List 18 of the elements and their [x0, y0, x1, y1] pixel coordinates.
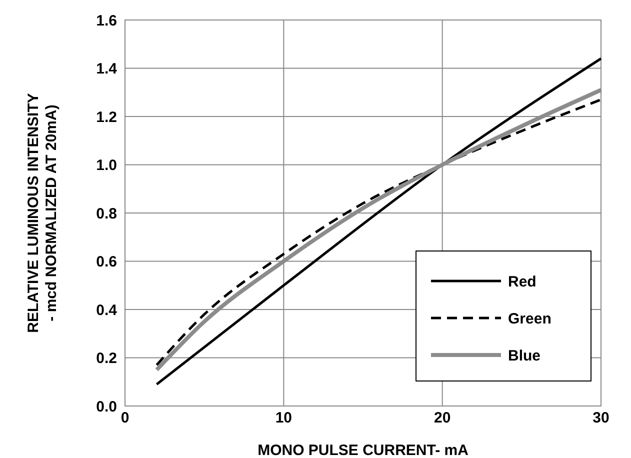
- legend-label: Blue: [508, 347, 541, 364]
- y-axis-title: RELATIVE LUMINOUS INTENSITY - mcd NORMALIZED AT 20mA): [25, 93, 60, 333]
- y-tick-label: 0.8: [96, 205, 117, 222]
- legend-label: Red: [508, 273, 536, 290]
- y-tick-label: 0.4: [96, 302, 118, 319]
- y-tick-label: 1.6: [96, 12, 117, 30]
- y-tick-label: 0.6: [96, 254, 117, 270]
- y-tick-label: 1.0: [96, 157, 117, 174]
- legend-label: Green: [508, 310, 552, 328]
- y-tick-label: 1.4: [96, 60, 118, 78]
- y-tick-label: 1.2: [96, 108, 117, 126]
- x-tick-label: 30: [592, 410, 610, 426]
- x-tick-label: 0: [120, 410, 130, 426]
- x-tick-label: 20: [434, 410, 451, 426]
- x-axis-title: MONO PULSE CURRENT- mA: [258, 442, 469, 458]
- y-tick-label: 0.2: [96, 350, 117, 367]
- x-tick-label: 10: [275, 410, 292, 426]
- y-tick-label: 0.0: [96, 398, 117, 416]
